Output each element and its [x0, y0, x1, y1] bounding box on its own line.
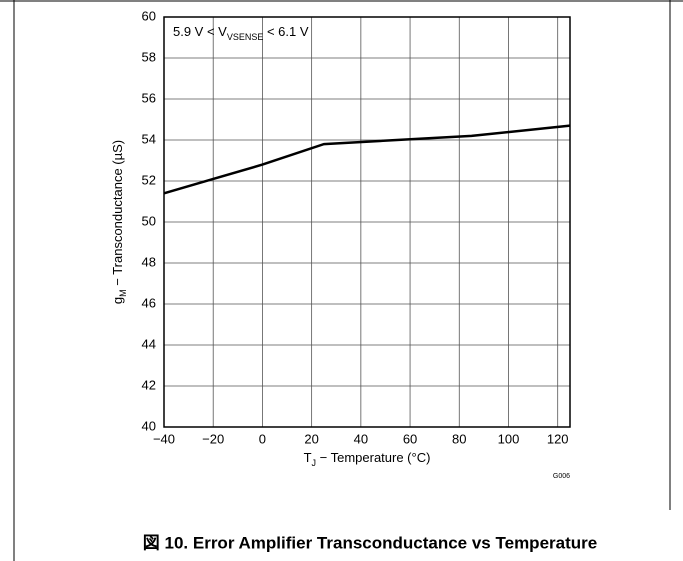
y-tick-label: 54: [142, 131, 156, 146]
plot-frame: [163, 16, 571, 428]
y-axis-label-part: g: [110, 297, 125, 304]
y-tick-label: 56: [142, 90, 156, 105]
x-tick-label: −20: [202, 431, 224, 446]
y-axis-label-part: − Transconductance (µS): [110, 140, 125, 289]
x-tick-label: 0: [259, 431, 266, 446]
y-tick-label: 48: [142, 254, 156, 269]
figure-code: G006: [553, 473, 570, 480]
x-axis-label-part: − Temperature (°C): [316, 450, 430, 465]
y-tick-label: 52: [142, 172, 156, 187]
x-axis-label: TJ − Temperature (°C): [304, 450, 431, 468]
x-tick-label: 80: [452, 431, 466, 446]
y-axis-label: gM − Transconductance (µS): [110, 140, 128, 304]
x-tick-label: 20: [304, 431, 318, 446]
annotation-part: 5.9 V < V: [173, 24, 227, 39]
annotation: 5.9 V < VVSENSE < 6.1 V: [173, 24, 309, 42]
x-tick-label: −40: [153, 431, 175, 446]
y-tick-label: 40: [142, 418, 156, 433]
y-tick-label: 44: [142, 336, 156, 351]
annotation-part: < 6.1 V: [263, 24, 308, 39]
x-tick-label: 40: [354, 431, 368, 446]
y-tick-label: 58: [142, 49, 156, 64]
x-tick-label: 60: [403, 431, 417, 446]
annotation-part: VSENSE: [227, 32, 264, 42]
y-tick-label: 60: [142, 8, 156, 23]
data-line: [163, 124, 571, 195]
x-tick-label: 100: [498, 431, 520, 446]
y-tick-label: 50: [142, 213, 156, 228]
y-axis-label-part: M: [118, 289, 128, 297]
x-axis-label-part: J: [312, 458, 317, 468]
caption: 図 10. Error Amplifier Transconductance v…: [143, 533, 597, 552]
y-tick-label: 42: [142, 377, 156, 392]
y-tick-label: 46: [142, 295, 156, 310]
x-tick-label: 120: [547, 431, 569, 446]
x-axis-label-part: T: [304, 450, 312, 465]
